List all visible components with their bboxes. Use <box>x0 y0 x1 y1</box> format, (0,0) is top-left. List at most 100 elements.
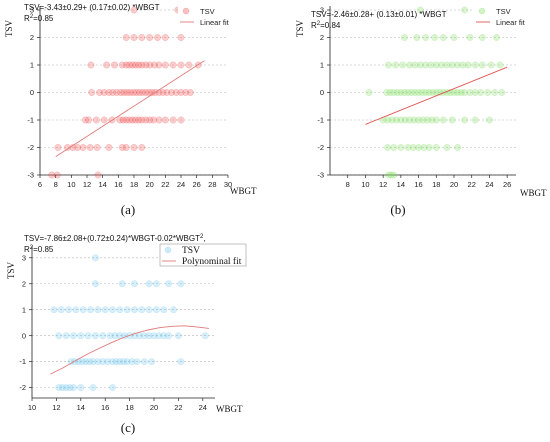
data-point <box>400 89 408 96</box>
x-tick-label: 10 <box>28 403 36 412</box>
data-point <box>411 89 419 96</box>
data-point <box>422 34 430 41</box>
legend-marker <box>478 7 486 15</box>
r2-value: =0.85 <box>33 245 54 254</box>
y-tick-label: -1 <box>19 357 26 366</box>
data-point <box>129 116 136 124</box>
x-tick-label: 26 <box>192 180 200 189</box>
data-point <box>408 89 415 96</box>
data-point <box>177 358 185 366</box>
data-point <box>415 144 422 151</box>
x-tick-label: 20 <box>145 180 153 189</box>
data-point <box>459 61 467 69</box>
x-tick-label: 20 <box>450 180 458 189</box>
data-point <box>161 34 169 41</box>
data-point <box>177 89 185 96</box>
y-tick-label: -1 <box>27 116 34 125</box>
r2-exponent: 2 <box>30 14 34 20</box>
data-point <box>154 34 161 41</box>
y-axis-label: TSV <box>295 20 305 38</box>
x-axis-label: WBGT <box>216 404 243 414</box>
data-point <box>48 171 56 179</box>
data-point <box>448 116 456 124</box>
y-tick-label: 0 <box>320 88 324 97</box>
data-point <box>82 358 90 366</box>
data-point <box>415 89 422 96</box>
data-point <box>123 358 131 366</box>
data-point <box>146 34 154 41</box>
x-tick-label: 10 <box>67 180 75 189</box>
data-point <box>496 61 504 69</box>
x-tick-label: 8 <box>346 180 350 189</box>
data-point <box>122 34 130 41</box>
data-point <box>72 306 80 314</box>
data-point <box>384 144 391 151</box>
data-point <box>85 116 92 124</box>
data-point <box>138 144 146 151</box>
data-point <box>140 358 148 366</box>
x-tick-label: 22 <box>174 403 182 412</box>
data-point <box>126 89 134 96</box>
y-tick-label: 3 <box>320 6 324 15</box>
data-point <box>155 61 163 69</box>
data-point <box>77 332 85 340</box>
y-tick-label: -2 <box>317 143 324 152</box>
data-point <box>92 254 99 262</box>
data-point <box>393 116 400 124</box>
data-point <box>120 89 128 96</box>
data-point <box>142 61 150 69</box>
data-point <box>185 61 193 69</box>
data-point <box>82 116 89 124</box>
data-point <box>491 89 499 96</box>
data-point <box>169 61 177 69</box>
data-point <box>386 89 394 96</box>
data-point <box>113 89 121 96</box>
data-point <box>484 89 492 96</box>
equation-exponent: 2 <box>200 234 204 240</box>
x-tick-label: 14 <box>77 403 85 412</box>
data-point <box>93 144 101 151</box>
x-tick-label: 12 <box>83 180 91 189</box>
data-point <box>160 306 168 314</box>
x-tick-label: 18 <box>432 180 440 189</box>
data-point <box>62 332 70 340</box>
data-point <box>413 34 421 41</box>
x-axis-label: WBGT <box>230 186 257 196</box>
data-point <box>93 116 100 124</box>
data-point <box>55 332 63 340</box>
y-tick-label: 1 <box>22 305 26 314</box>
x-tick-label: 30 <box>224 180 232 189</box>
data-point <box>420 144 428 151</box>
panel-label: (a) <box>121 202 135 217</box>
data-points <box>48 6 202 179</box>
data-point <box>84 332 92 340</box>
data-point <box>96 89 103 96</box>
x-tick-label: 14 <box>98 180 106 189</box>
data-point <box>177 61 185 69</box>
data-point <box>99 332 107 340</box>
data-point <box>478 61 486 69</box>
data-point <box>461 6 469 14</box>
data-point <box>101 306 109 314</box>
x-axis-label: WBGT <box>520 188 547 198</box>
panel-c: 10 12 14 16 18 20 22 24-2-10123WBGTTSVTSV=-7.86… <box>6 234 247 435</box>
legend-box <box>159 243 247 267</box>
data-point <box>104 358 112 366</box>
data-point <box>57 306 65 314</box>
data-point <box>170 306 177 314</box>
r2-prefix: R <box>24 245 30 254</box>
data-point <box>466 34 474 41</box>
data-point <box>70 332 77 340</box>
data-point <box>464 61 472 69</box>
data-point <box>397 89 405 96</box>
data-point <box>439 34 447 41</box>
data-point <box>105 89 113 96</box>
data-point <box>132 61 139 69</box>
data-point <box>74 144 82 151</box>
data-point <box>138 61 146 69</box>
y-tick-label: 1 <box>30 61 34 70</box>
data-point <box>116 358 124 366</box>
data-point <box>111 61 118 69</box>
data-point <box>85 358 93 366</box>
